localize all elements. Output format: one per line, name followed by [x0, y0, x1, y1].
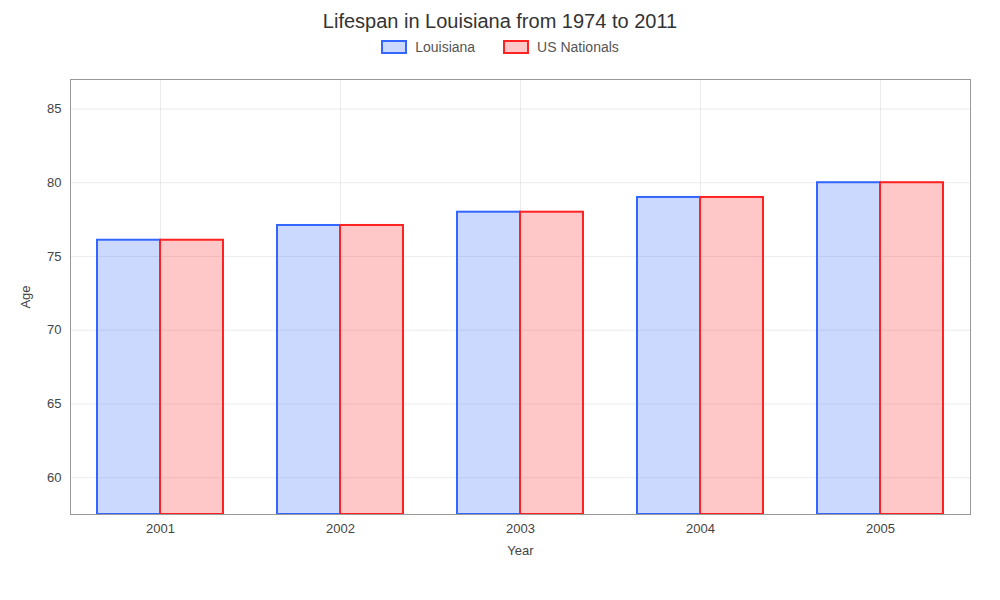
svg-text:2003: 2003 [506, 521, 535, 536]
svg-text:Year: Year [507, 543, 534, 558]
svg-text:2002: 2002 [326, 521, 355, 536]
svg-text:2004: 2004 [686, 521, 715, 536]
svg-text:80: 80 [47, 175, 61, 190]
svg-text:85: 85 [47, 101, 61, 116]
svg-text:Age: Age [18, 285, 33, 308]
svg-text:60: 60 [47, 470, 61, 485]
html-text:US Nationals: US Nationals [537, 39, 619, 55]
svg-text:75: 75 [47, 249, 61, 264]
svg-text:2001: 2001 [146, 521, 175, 536]
svg-text:2005: 2005 [866, 521, 895, 536]
svg-text:65: 65 [47, 396, 61, 411]
svg-text:70: 70 [47, 322, 61, 337]
html-text:Louisiana: Louisiana [415, 39, 476, 55]
html-text:Lifespan in Louisiana from 197: Lifespan in Louisiana from 1974 to 2011 [322, 10, 678, 32]
